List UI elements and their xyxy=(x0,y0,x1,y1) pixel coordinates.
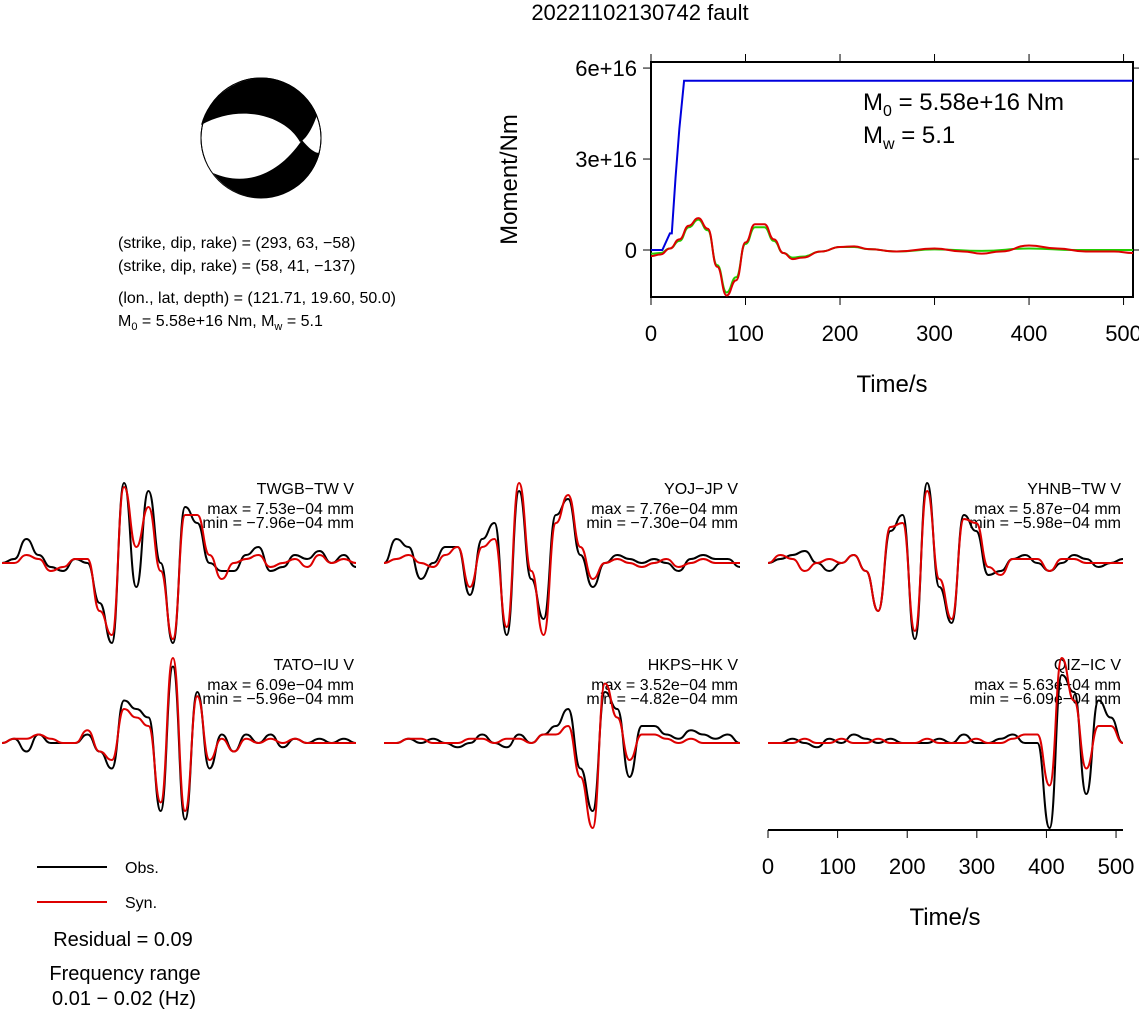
frequency-label: Frequency range xyxy=(49,963,200,985)
moment-xtick-label: 500 xyxy=(1105,321,1139,346)
moment-xtick-label: 0 xyxy=(645,321,657,346)
station-max: max = 3.52e−04 mm xyxy=(591,677,738,694)
beachball-icon xyxy=(200,77,322,202)
synthetic-waveform xyxy=(1,485,357,641)
moment-ytick-label: 0 xyxy=(625,238,637,263)
station-label: YHNB−TW V xyxy=(1027,481,1121,498)
moment-chart: 0 100 200 300 400 500 0 3e+16 6e+16 Time/s Moment/… xyxy=(496,54,1139,398)
station-max: max = 7.76e−04 mm xyxy=(591,501,738,518)
cumulative-moment-line xyxy=(651,79,1133,251)
moment-rate-green-line xyxy=(650,218,1133,294)
legend-obs-label: Obs. xyxy=(125,860,159,877)
figure-title: 20221102130742 fault xyxy=(531,0,748,25)
station-label: HKPS−HK V xyxy=(648,657,739,674)
station-max: max = 6.09e−04 mm xyxy=(207,677,354,694)
station-label: TATO−IU V xyxy=(274,657,355,674)
station-min: min = −7.96e−04 mm xyxy=(202,515,354,532)
station-max: max = 5.63e−04 mm xyxy=(974,677,1121,694)
station-max: max = 5.87e−04 mm xyxy=(974,501,1121,518)
mechanism-line-3: (lon., lat, depth) = (121.71, 19.60, 50.… xyxy=(118,290,396,307)
station-min: min = −7.30e−04 mm xyxy=(586,515,738,532)
waveform-xtick-label: 300 xyxy=(958,854,995,879)
mechanism-info: (strike, dip, rake) = (293, 63, −58) (st… xyxy=(118,235,396,333)
synthetic-waveform xyxy=(768,656,1124,787)
station-min: min = −5.96e−04 mm xyxy=(202,691,354,708)
moment-ytick-label: 3e+16 xyxy=(575,147,637,172)
synthetic-waveform xyxy=(767,489,1123,633)
moment-xtick-label: 400 xyxy=(1011,321,1048,346)
legend-syn-label: Syn. xyxy=(125,895,157,912)
observed-waveform xyxy=(1,481,357,645)
moment-ytick-label: 6e+16 xyxy=(575,56,637,81)
legend: Obs. Syn. xyxy=(37,860,159,912)
frequency-range: 0.01 − 0.02 (Hz) xyxy=(52,988,196,1009)
station-min: min = −5.98e−04 mm xyxy=(969,515,1121,532)
station-min: min = −6.09e−04 mm xyxy=(969,691,1121,708)
moment-xtick-label: 200 xyxy=(822,321,859,346)
waveform-xtick-label: 200 xyxy=(889,854,926,879)
station-label: YOJ−JP V xyxy=(664,481,738,498)
synthetic-waveform xyxy=(383,481,740,637)
station-max: max = 7.53e−04 mm xyxy=(207,501,354,518)
observed-waveform xyxy=(383,489,741,637)
station-min: min = −4.82e−04 mm xyxy=(586,691,738,708)
observed-waveform xyxy=(767,481,1124,641)
residual-label: Residual = 0.09 xyxy=(53,929,193,951)
moment-m0-annotation: M0 = 5.58e+16 Nm xyxy=(863,89,1064,120)
moment-rate-red-line xyxy=(650,217,1134,297)
station-label: QIZ−IC V xyxy=(1054,657,1121,674)
moment-xtick-label: 100 xyxy=(727,321,764,346)
moment-plot-frame xyxy=(650,61,1134,298)
station-label: TWGB−TW V xyxy=(257,481,355,498)
waveform-time-axis: 0 100 200 300 400 500 Time/s xyxy=(762,829,1135,931)
moment-mw-annotation: Mw = 5.1 xyxy=(863,122,955,153)
waveform-xtick-label: 400 xyxy=(1028,854,1065,879)
observed-waveform xyxy=(384,690,741,813)
synthetic-waveform xyxy=(1,656,356,813)
waveform-xtick-label: 500 xyxy=(1098,854,1135,879)
moment-xlabel: Time/s xyxy=(856,371,927,398)
mechanism-line-2: (strike, dip, rake) = (58, 41, −137) xyxy=(118,258,355,275)
synthetic-waveform xyxy=(384,682,740,830)
mechanism-line-4: M0 = 5.58e+16 Nm, Mw = 5.1 xyxy=(118,313,323,333)
waveform-xlabel: Time/s xyxy=(909,904,980,931)
moment-xtick-label: 300 xyxy=(916,321,953,346)
waveform-xtick-label: 100 xyxy=(819,854,856,879)
mechanism-line-1: (strike, dip, rake) = (293, 63, −58) xyxy=(118,235,355,252)
waveform-xtick-label: 0 xyxy=(762,854,774,879)
moment-ylabel: Moment/Nm xyxy=(496,114,523,245)
